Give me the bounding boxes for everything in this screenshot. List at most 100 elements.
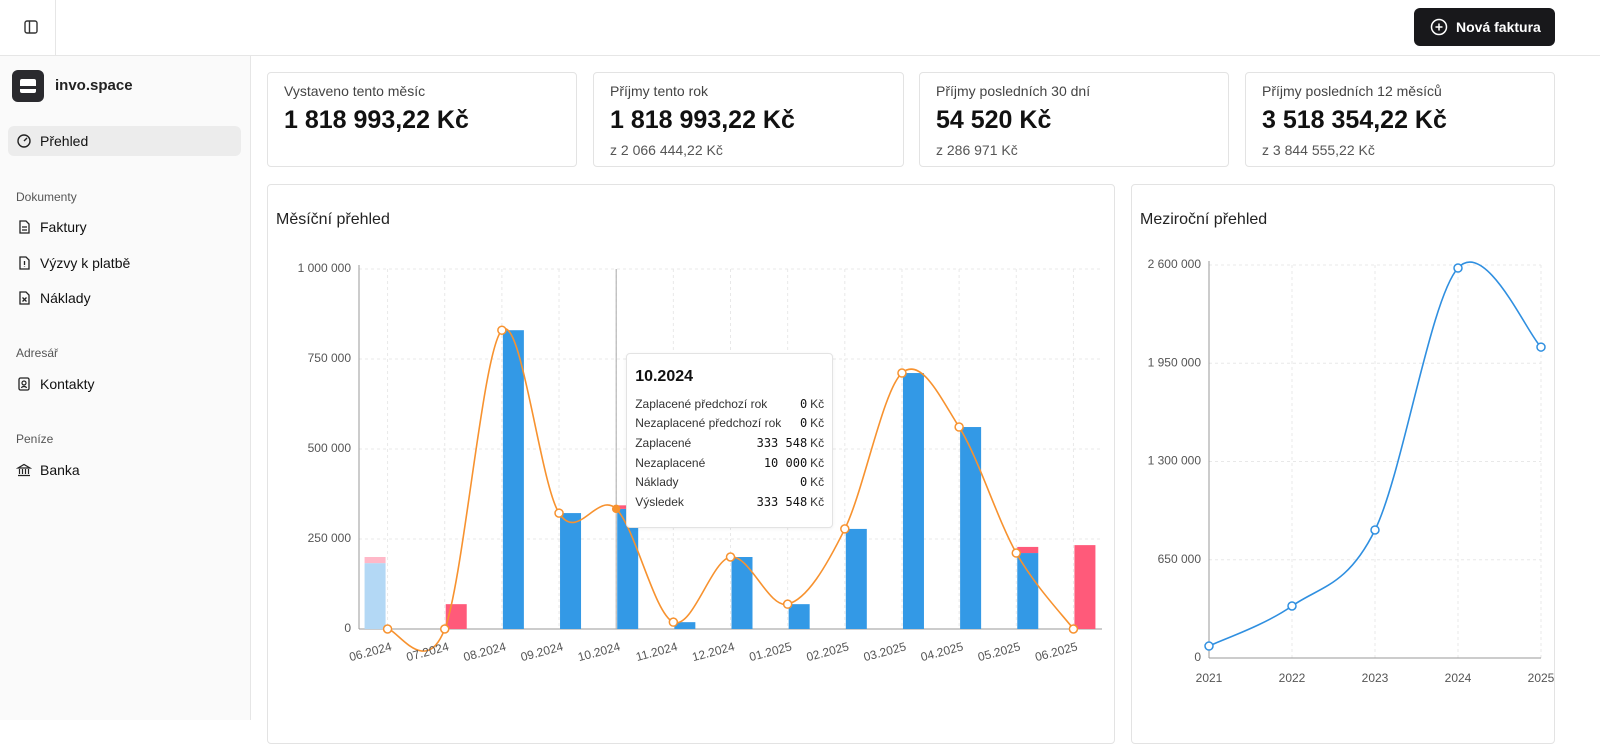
- tooltip-value: 0: [799, 416, 808, 431]
- tooltip-row: Zaplacené předchozí rok 0 Kč: [635, 394, 824, 414]
- icon: [16, 463, 32, 477]
- nav-item[interactable]: Faktury: [8, 212, 241, 242]
- icon: [19, 220, 30, 234]
- bar: [788, 604, 810, 629]
- y-tick-label: 1 300 000: [1148, 454, 1202, 468]
- tooltip-value: 333 548: [756, 435, 808, 450]
- stat-sub: z 286 971 Kč: [936, 142, 1018, 158]
- x-tick-label: 01.2025: [748, 639, 794, 664]
- monthly-panel: 0 250 000 500 000 750 000 1 000 000 06.2024 07…: [267, 184, 1115, 744]
- bar: [902, 373, 924, 629]
- tooltip-row: Zaplacené 333 548 Kč: [635, 433, 824, 453]
- tooltip-row: Náklady 0 Kč: [635, 472, 824, 492]
- line-point: [725, 552, 736, 562]
- stat-value: 54 520 Kč: [936, 106, 1052, 134]
- stat-sub: z 2 066 444,22 Kč: [610, 142, 723, 158]
- new-invoice-button[interactable]: Nová faktura: [1414, 8, 1555, 46]
- stat-card: Příjmy posledních 30 dní 54 520 Kč z 286…: [919, 72, 1229, 167]
- y-tick-label: 1 000 000: [298, 261, 352, 275]
- y-tick-label: 1 950 000: [1148, 355, 1202, 369]
- bar: [364, 557, 386, 564]
- y-tick-label: 0: [344, 621, 351, 635]
- bar: [731, 557, 753, 629]
- x-tick-label: 02.2025: [805, 639, 851, 664]
- monthly-chart: 0 250 000 500 000 750 000 1 000 000 06.2024 07…: [298, 261, 1102, 664]
- line-point: [1204, 641, 1214, 651]
- x-tick-label: 2023: [1362, 671, 1389, 685]
- x-tick-label: 09.2024: [519, 639, 565, 664]
- sidebar: invo.space Přehled Dokumenty Faktury Výz…: [0, 56, 251, 720]
- tooltip-label: Nezaplacené: [635, 455, 706, 470]
- icon: [17, 134, 31, 148]
- toggle-icon: [24, 20, 38, 34]
- nav-label: Faktury: [40, 219, 87, 235]
- tooltip-value: 10 000: [763, 455, 808, 470]
- y-tick-label: 0: [1194, 650, 1201, 664]
- tooltip-title: 10.2024: [635, 368, 694, 385]
- nav-item[interactable]: Banka: [8, 455, 241, 485]
- tooltip-row: Nezaplacené 10 000 Kč: [635, 453, 824, 473]
- stat-card: Vystaveno tento měsíc 1 818 993,22 Kč: [267, 72, 577, 167]
- tooltip: 10.2024 Zaplacené předchozí rok 0 Kč Nezapla…: [626, 353, 834, 528]
- nav-item[interactable]: Kontakty: [8, 369, 241, 399]
- icon: [19, 291, 30, 305]
- x-tick-label: 03.2025: [862, 639, 908, 664]
- tooltip-label: Náklady: [635, 475, 679, 490]
- tooltip-row: Výsledek 333 548 Kč: [635, 492, 824, 512]
- yearly-panel: 0 650 000 1 300 000 1 950 000 2 600 000 2021 2…: [1131, 184, 1555, 744]
- line: [1208, 261, 1542, 647]
- tooltip-label: Nezaplacené předchozí rok: [635, 416, 782, 431]
- icon: [19, 256, 30, 270]
- x-tick-label: 2022: [1279, 671, 1306, 685]
- x-tick-label: 10.2024: [576, 639, 622, 664]
- x-tick-label: 2021: [1196, 671, 1223, 685]
- tooltip-label: Zaplacené předchozí rok: [635, 396, 768, 411]
- plus-icon: [1430, 18, 1448, 36]
- line-point: [897, 368, 907, 378]
- stat-label: Příjmy tento rok: [610, 83, 709, 99]
- tooltip-unit: Kč: [810, 435, 825, 450]
- bar: [364, 563, 386, 629]
- y-tick-label: 500 000: [308, 441, 352, 455]
- tooltip-value: 333 548: [756, 494, 808, 509]
- stat-sub: z 3 844 555,22 Kč: [1262, 142, 1375, 158]
- line-point: [1536, 342, 1546, 352]
- bar: [1017, 546, 1039, 554]
- section-title: Dokumenty: [16, 190, 77, 204]
- tooltip-label: Zaplacené: [635, 435, 692, 450]
- tooltip-unit: Kč: [810, 396, 825, 411]
- brand: invo.space: [55, 77, 133, 94]
- x-tick-label: 2024: [1445, 671, 1472, 685]
- sidebar-toggle[interactable]: [0, 0, 56, 55]
- stat-value: 1 818 993,22 Kč: [284, 106, 469, 134]
- line-point: [668, 617, 679, 627]
- tooltip-unit: Kč: [810, 416, 825, 431]
- nav-item[interactable]: Výzvy k platbě: [8, 248, 241, 278]
- y-tick-label: 650 000: [1158, 552, 1202, 566]
- bar: [1074, 545, 1096, 629]
- stat-card: Příjmy tento rok 1 818 993,22 Kč z 2 066…: [593, 72, 904, 167]
- nav-label: Přehled: [40, 133, 89, 149]
- header: Nová faktura: [0, 0, 1600, 56]
- line-point: [439, 624, 450, 634]
- nav-item[interactable]: Přehled: [8, 126, 241, 156]
- tooltip-label: Výsledek: [635, 494, 684, 509]
- icon: [18, 377, 30, 391]
- y-tick-label: 750 000: [308, 351, 352, 365]
- line-point: [782, 599, 793, 609]
- line-point: [497, 325, 507, 335]
- button-label: Nová faktura: [1456, 19, 1541, 35]
- bar: [502, 330, 524, 629]
- y-tick-label: 250 000: [308, 531, 352, 545]
- section-title: Adresář: [16, 346, 59, 360]
- bar: [960, 427, 982, 629]
- x-tick-label: 08.2024: [462, 639, 508, 664]
- tooltip-row: Nezaplacené předchozí rok 0 Kč: [635, 414, 824, 434]
- x-tick-label: 07.2024: [405, 639, 451, 664]
- line-point: [554, 508, 564, 518]
- line-point: [1453, 263, 1463, 273]
- nav-item[interactable]: Náklady: [8, 283, 241, 313]
- nav-label: Náklady: [40, 290, 91, 306]
- bar: [1017, 553, 1039, 629]
